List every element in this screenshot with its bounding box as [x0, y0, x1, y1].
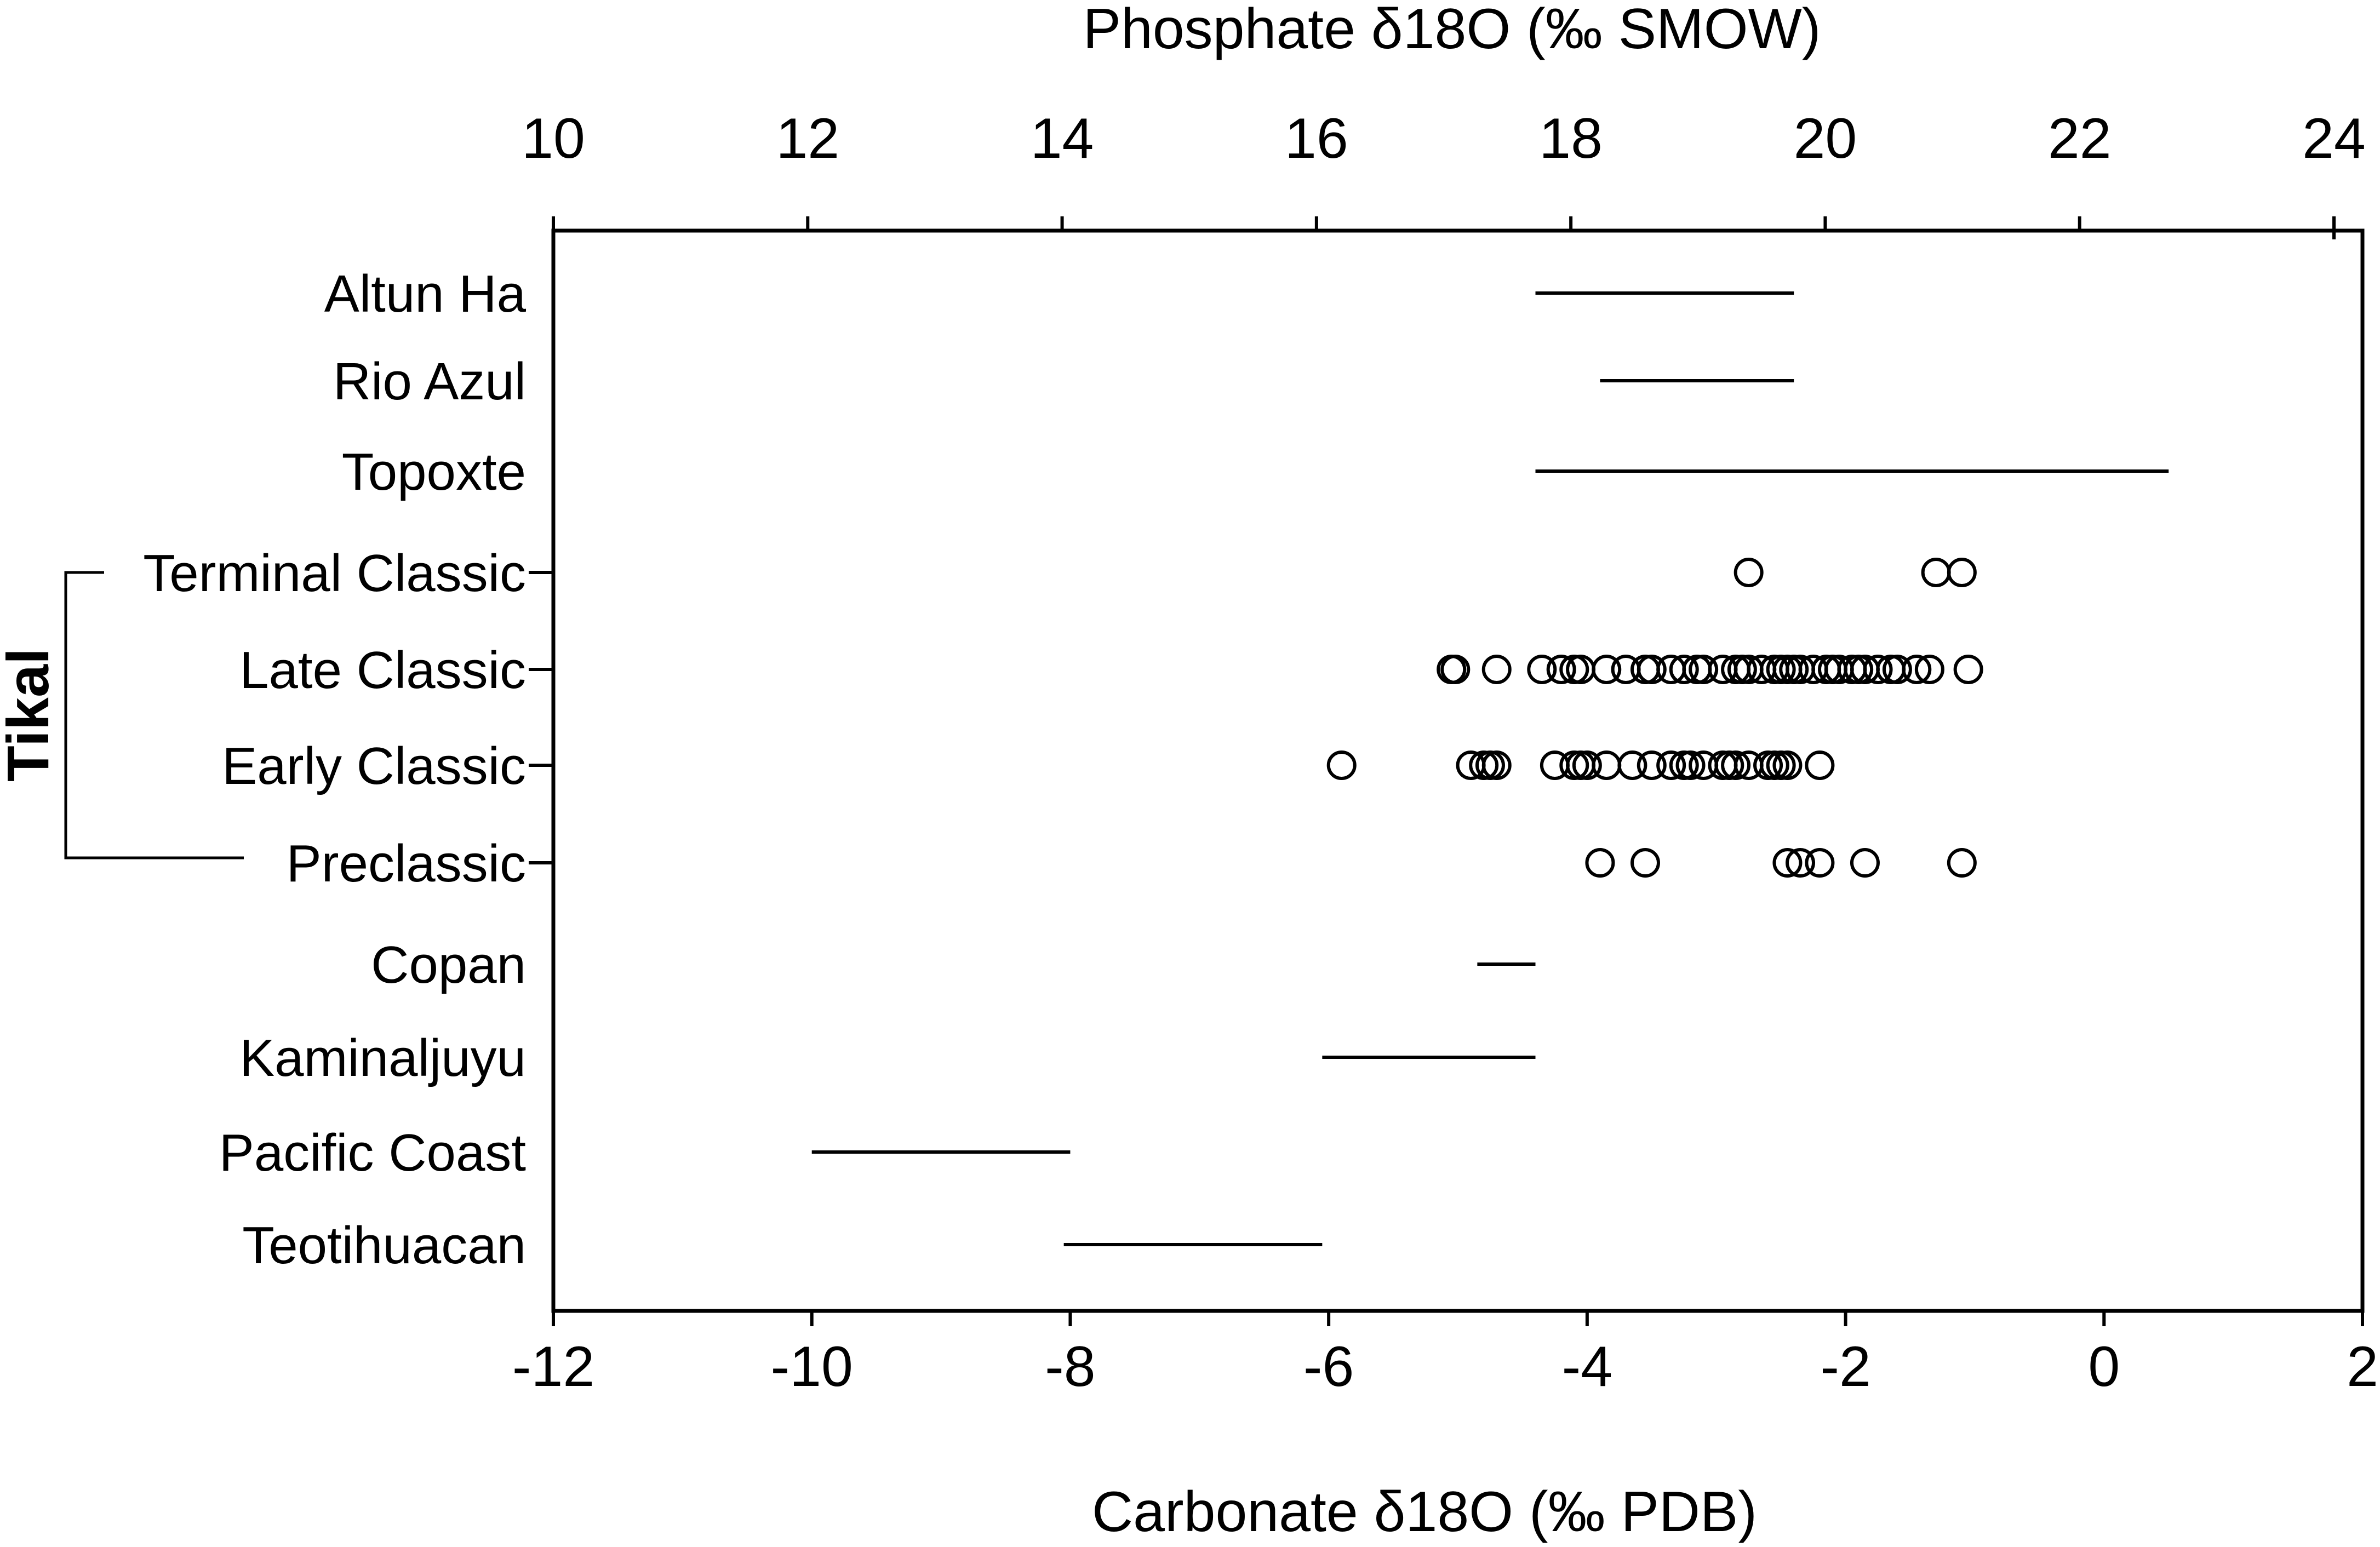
top-tick-label: 22: [2048, 107, 2112, 170]
data-point: [1914, 655, 1944, 684]
category-label: Terminal Classic: [143, 544, 526, 603]
data-point: [1527, 655, 1557, 684]
category-label: Early Classic: [222, 737, 526, 795]
tikal-bracket: [64, 571, 244, 860]
bottom-axis-title: Carbonate δ18O (‰ PDB): [1092, 1480, 1757, 1544]
data-point: [1733, 558, 1764, 587]
plot-frame: [551, 228, 2365, 1313]
bottom-tick-label: -2: [1820, 1335, 1870, 1399]
bottom-tick-label: -12: [512, 1335, 594, 1399]
category-rows: Altun Ha Rio Azul Topoxte Terminal Classic L…: [143, 265, 2169, 1275]
data-point: [1805, 750, 1835, 780]
data-point: [1669, 655, 1699, 684]
category-label: Late Classic: [239, 641, 526, 700]
category-label: Kaminaljuyu: [239, 1029, 526, 1087]
data-point: [1772, 848, 1803, 878]
data-point: [1630, 655, 1660, 684]
top-tick-label: 16: [1285, 107, 1348, 170]
top-tick-label: 10: [522, 107, 585, 170]
data-point: [1475, 750, 1505, 780]
bottom-tick-label: -6: [1303, 1335, 1354, 1399]
data-point: [1592, 750, 1622, 780]
top-tick-label: 12: [776, 107, 839, 170]
data-point: [1566, 655, 1596, 684]
data-point: [1585, 848, 1615, 878]
category-label: Altun Ha: [324, 265, 527, 323]
bottom-tick-label: -8: [1045, 1335, 1095, 1399]
data-point: [1689, 655, 1719, 684]
data-point: [1902, 655, 1932, 684]
category-label: Rio Azul: [333, 352, 526, 411]
top-axis: 10 12 14 16 18 20 22 24: [522, 107, 2366, 239]
category-label: Pacific Coast: [219, 1124, 526, 1182]
data-point: [1572, 750, 1602, 780]
data-point: [1566, 750, 1596, 780]
data-point: [1481, 655, 1512, 684]
data-point: [1772, 750, 1803, 780]
data-point: [1882, 655, 1912, 684]
top-tick-label: 18: [1539, 107, 1603, 170]
category-label: Preclassic: [287, 834, 526, 893]
top-axis-title: Phosphate δ18O (‰ SMOW): [1083, 0, 1821, 61]
data-point: [1592, 655, 1622, 684]
data-point: [1947, 558, 1977, 587]
data-point: [1675, 750, 1706, 780]
bottom-tick-label: -4: [1562, 1335, 1612, 1399]
data-point: [1947, 848, 1977, 878]
bottom-tick-label: 0: [2088, 1335, 2120, 1399]
data-point: [1786, 848, 1816, 878]
data-point: [1805, 848, 1835, 878]
bottom-tick-label: -10: [771, 1335, 853, 1399]
category-label: Topoxte: [342, 443, 526, 501]
data-point: [1721, 750, 1751, 780]
bottom-tick-label: 2: [2347, 1335, 2378, 1399]
top-tick-label: 14: [1031, 107, 1094, 170]
data-point: [1326, 750, 1357, 780]
data-point: [1953, 655, 1983, 684]
group-label-tikal: Tikal: [0, 648, 61, 782]
data-point: [1863, 655, 1893, 684]
top-tick-label: 20: [1794, 107, 1857, 170]
data-point: [1546, 655, 1576, 684]
data-point: [1921, 558, 1951, 587]
data-point: [1481, 750, 1512, 780]
category-label: Copan: [371, 936, 526, 994]
data-point: [1617, 750, 1647, 780]
data-point: [1637, 655, 1667, 684]
data-point: [1656, 750, 1686, 780]
data-point: [1440, 655, 1471, 684]
bottom-axis: -12 -10 -8 -6 -4 -2 0 2: [512, 1311, 2378, 1399]
data-point: [1637, 750, 1667, 780]
top-tick-label: 24: [2302, 107, 2366, 170]
data-point: [1850, 848, 1880, 878]
data-point: [1630, 848, 1660, 878]
category-label: Teotihuacan: [242, 1216, 526, 1275]
